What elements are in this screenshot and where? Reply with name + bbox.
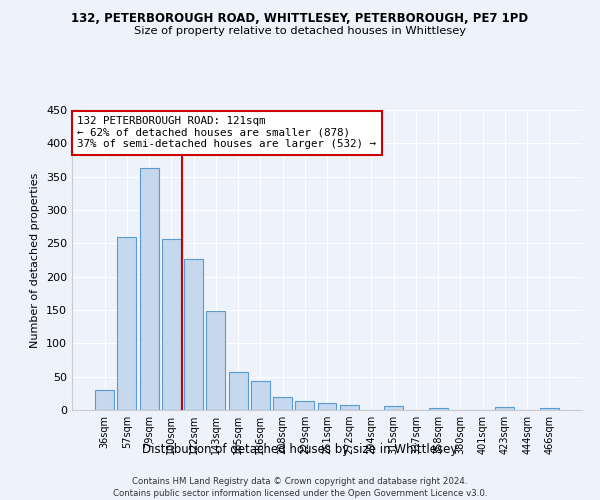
Bar — [540, 408, 559, 410]
Bar — [317, 404, 337, 410]
Bar — [184, 258, 203, 410]
Bar — [229, 372, 248, 410]
Bar — [340, 404, 359, 410]
Bar — [140, 168, 158, 410]
Text: Contains public sector information licensed under the Open Government Licence v3: Contains public sector information licen… — [113, 489, 487, 498]
Bar — [496, 408, 514, 410]
Bar — [162, 238, 181, 410]
Bar — [273, 396, 292, 410]
Bar — [251, 380, 270, 410]
Text: Contains HM Land Registry data © Crown copyright and database right 2024.: Contains HM Land Registry data © Crown c… — [132, 478, 468, 486]
Text: Distribution of detached houses by size in Whittlesey: Distribution of detached houses by size … — [142, 442, 458, 456]
Bar — [429, 408, 448, 410]
Y-axis label: Number of detached properties: Number of detached properties — [31, 172, 40, 348]
Bar — [118, 236, 136, 410]
Bar — [95, 390, 114, 410]
Text: 132 PETERBOROUGH ROAD: 121sqm
← 62% of detached houses are smaller (878)
37% of : 132 PETERBOROUGH ROAD: 121sqm ← 62% of d… — [77, 116, 376, 149]
Text: Size of property relative to detached houses in Whittlesey: Size of property relative to detached ho… — [134, 26, 466, 36]
Bar — [295, 402, 314, 410]
Bar — [384, 406, 403, 410]
Bar — [206, 312, 225, 410]
Text: 132, PETERBOROUGH ROAD, WHITTLESEY, PETERBOROUGH, PE7 1PD: 132, PETERBOROUGH ROAD, WHITTLESEY, PETE… — [71, 12, 529, 26]
